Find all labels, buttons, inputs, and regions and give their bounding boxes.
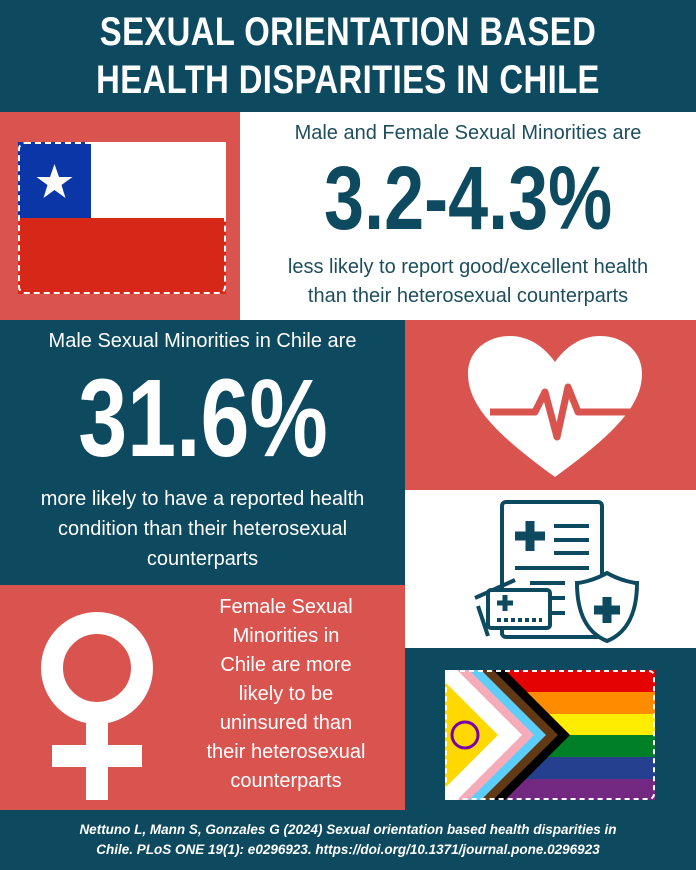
stat2-line2: condition than their heterosexual (57, 518, 348, 540)
stat1-panel: Male and Female Sexual Minorities are 3.… (240, 112, 696, 320)
pride-flag-panel (405, 648, 696, 810)
medical-insurance-icon (474, 500, 640, 643)
stat3-line: counterparts (230, 770, 342, 792)
stat1-line2: than their heterosexual counterparts (307, 285, 629, 307)
stat2-intro: Male Sexual Minorities in Chile are (48, 330, 357, 352)
title-line-1: SEXUAL ORIENTATION BASED (99, 10, 597, 54)
stat2-line1: more likely to have a reported health (40, 488, 365, 510)
stat2-line3: counterparts (146, 548, 259, 570)
title-line-2: HEALTH DISPARITIES IN CHILE (96, 58, 600, 102)
stat3-line: Minorities in (232, 625, 340, 647)
insurance-panel (405, 490, 696, 648)
stat3-line: likely to be (238, 683, 334, 705)
citation-line1: Nettuno L, Mann S, Gonzales G (2024) Sex… (79, 822, 617, 837)
progress-pride-flag (445, 670, 655, 800)
stat2-panel: Male Sexual Minorities in Chile are 31.6… (0, 320, 405, 585)
stat3-line: their heterosexual (206, 741, 366, 763)
stat3-line: Female Sexual (219, 596, 353, 618)
citation-line2: Chile. PLoS ONE 19(1): e0296923. https:/… (96, 842, 600, 857)
stat1-intro: Male and Female Sexual Minorities are (294, 122, 642, 144)
page-title: SEXUAL ORIENTATION BASED HEALTH DISPARIT… (0, 0, 696, 112)
heart-pulse-icon (468, 336, 642, 477)
citation: Nettuno L, Mann S, Gonzales G (2024) Sex… (0, 810, 696, 870)
star-icon (36, 164, 73, 198)
chile-flag (18, 142, 226, 294)
stat1-value: 3.2-4.3% (323, 149, 613, 249)
stat2-value: 31.6% (77, 357, 328, 480)
heart-panel (405, 320, 696, 490)
stat1-line1: less likely to report good/excellent hea… (287, 256, 649, 278)
stat3-line: Chile are more (220, 654, 352, 676)
chile-flag-panel (0, 112, 240, 320)
female-symbol-icon (41, 612, 153, 800)
stat3-line: uninsured than (219, 712, 353, 734)
stat3-panel: Female Sexual Minorities in Chile are mo… (0, 585, 405, 810)
stat3-text: Female Sexual Minorities in Chile are mo… (170, 593, 402, 796)
